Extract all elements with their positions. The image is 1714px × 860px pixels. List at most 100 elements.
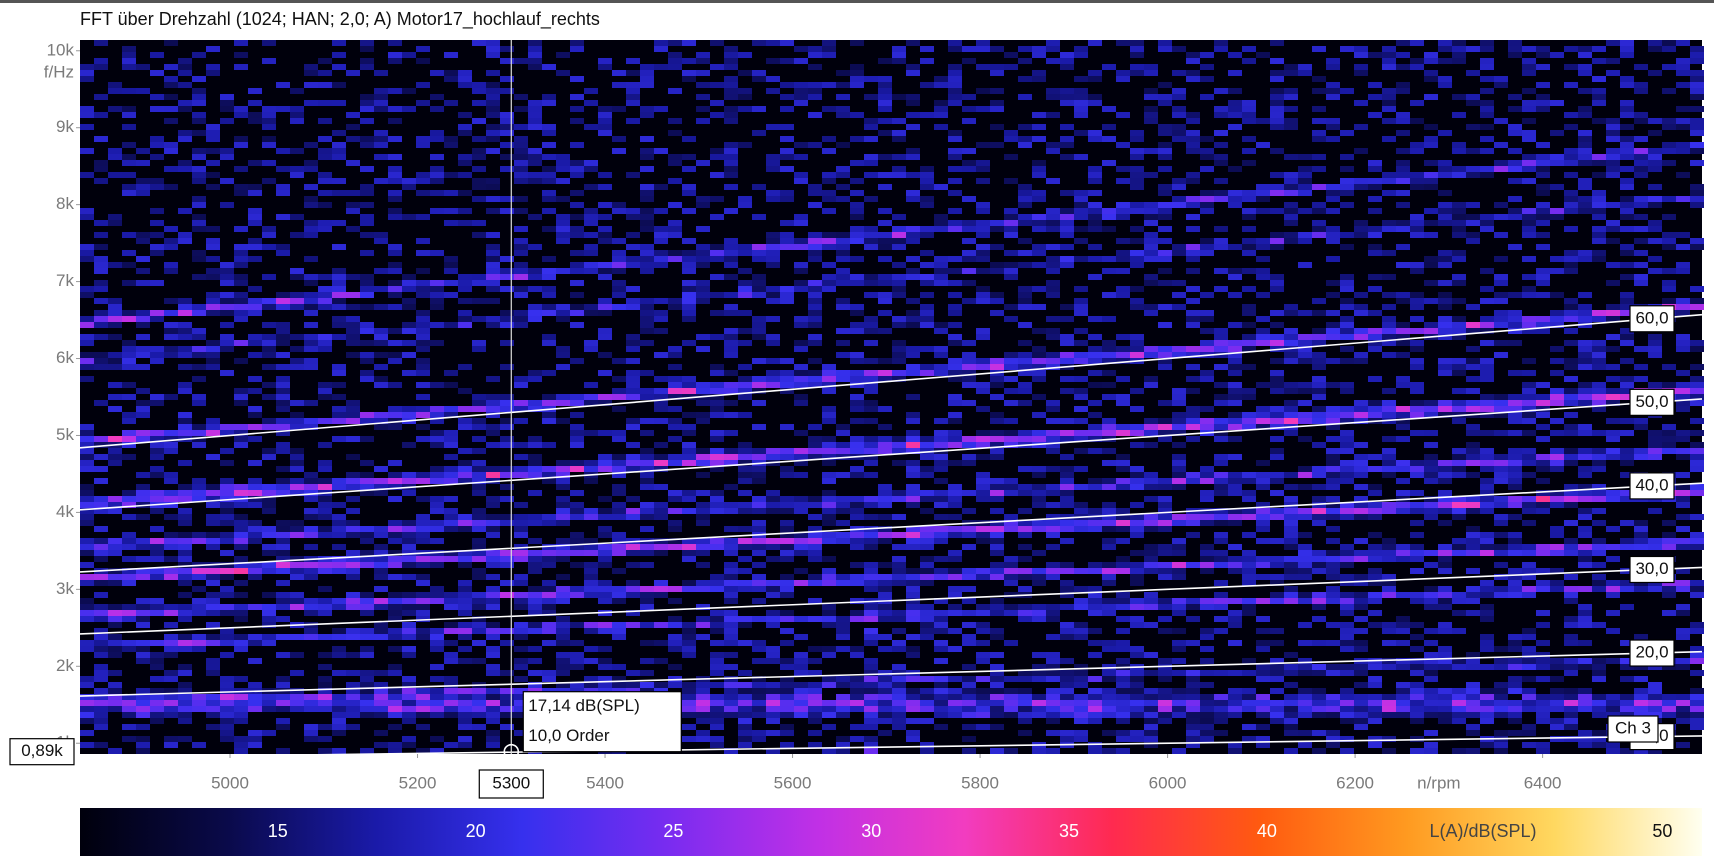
- spectrum-cell: [248, 286, 262, 292]
- spectrum-cell: [80, 544, 94, 550]
- spectrum-cell: [808, 502, 822, 508]
- spectrum-cell: [1130, 64, 1144, 70]
- spectrum-cell: [1088, 610, 1102, 616]
- spectrum-cell: [388, 268, 402, 274]
- spectrum-cell: [766, 250, 780, 256]
- spectrum-cell: [192, 604, 206, 610]
- spectrum-cell: [458, 712, 472, 718]
- spectrum-cell: [822, 136, 836, 142]
- spectrum-cell: [178, 670, 192, 676]
- spectrum-cell: [934, 274, 948, 280]
- spectrum-cell: [556, 214, 570, 220]
- spectrum-cell: [108, 454, 122, 460]
- spectrum-cell: [444, 256, 458, 262]
- spectrum-cell: [570, 460, 584, 466]
- spectrum-cell: [262, 298, 276, 304]
- spectrum-cell: [724, 244, 738, 250]
- spectrum-cell: [724, 568, 738, 574]
- spectrum-cell: [570, 424, 584, 430]
- spectrum-cell: [626, 394, 640, 400]
- spectrum-cell: [1228, 568, 1242, 574]
- spectrum-cell: [598, 550, 612, 556]
- spectrum-cell: [640, 682, 654, 688]
- spectrum-cell: [906, 490, 920, 496]
- spectrum-cell: [1172, 712, 1186, 718]
- spectrum-cell: [696, 622, 710, 628]
- spectrum-cell: [1298, 358, 1312, 364]
- spectrum-cell: [570, 40, 584, 46]
- spectrum-cell: [122, 106, 136, 112]
- spectrum-cell: [1200, 718, 1214, 724]
- spectrum-cell: [1088, 484, 1102, 490]
- spectrum-cell: [892, 610, 906, 616]
- spectrum-cell: [108, 634, 122, 640]
- spectrum-cell: [178, 130, 192, 136]
- spectrum-cell: [1018, 352, 1032, 358]
- spectrum-cell: [780, 82, 794, 88]
- spectrum-cell: [1158, 268, 1172, 274]
- spectrum-cell: [1116, 658, 1130, 664]
- spectrum-cell: [276, 448, 290, 454]
- spectrum-cell: [80, 124, 94, 130]
- spectrum-cell: [1088, 598, 1102, 604]
- spectrum-cell: [556, 478, 570, 484]
- spectrum-cell: [934, 496, 948, 502]
- spectrum-cell: [500, 322, 514, 328]
- spectrum-cell: [1144, 238, 1158, 244]
- spectrum-cell: [808, 682, 822, 688]
- spectrum-cell: [220, 700, 234, 706]
- spectrum-cell: [1228, 412, 1242, 418]
- spectrum-cell: [1172, 250, 1186, 256]
- spectrum-cell: [542, 562, 556, 568]
- spectrum-cell: [878, 58, 892, 64]
- spectrum-cell: [402, 106, 416, 112]
- spectrum-cell: [164, 646, 178, 652]
- spectrum-cell: [276, 340, 290, 346]
- spectrum-cell: [766, 76, 780, 82]
- spectrum-cell: [1144, 568, 1158, 574]
- spectrum-cell: [906, 412, 920, 418]
- spectrum-cell: [990, 394, 1004, 400]
- spectrum-cell: [192, 166, 206, 172]
- spectrum-cell: [472, 706, 486, 712]
- spectrum-cell: [626, 88, 640, 94]
- spectrum-cell: [528, 58, 542, 64]
- spectrum-cell: [262, 616, 276, 622]
- spectrum-cell: [1060, 88, 1074, 94]
- spectrum-cell: [892, 556, 906, 562]
- spectrum-cell: [1074, 466, 1088, 472]
- spectrum-cell: [822, 52, 836, 58]
- spectrum-cell: [626, 460, 640, 466]
- spectrum-cell: [472, 148, 486, 154]
- spectrum-cell: [150, 496, 164, 502]
- spectrum-cell: [934, 478, 948, 484]
- spectrum-cell: [444, 514, 458, 520]
- spectrum-cell: [584, 268, 598, 274]
- spectrum-cell: [332, 718, 346, 724]
- spectrum-cell: [668, 154, 682, 160]
- spectrum-cell: [612, 250, 626, 256]
- spectrum-cell: [584, 262, 598, 268]
- spectrum-cell: [1256, 196, 1270, 202]
- spectrum-cell: [1074, 484, 1088, 490]
- spectrum-cell: [892, 580, 906, 586]
- spectrum-cell: [150, 508, 164, 514]
- spectrum-cell: [738, 94, 752, 100]
- spectrum-cell: [1172, 748, 1186, 754]
- spectrum-cell: [556, 628, 570, 634]
- spectrum-cell: [878, 694, 892, 700]
- spectrum-cell: [122, 52, 136, 58]
- spectrum-cell: [1284, 94, 1298, 100]
- spectrum-cell: [318, 478, 332, 484]
- spectrum-cell: [304, 274, 318, 280]
- spectrum-cell: [416, 292, 430, 298]
- spectrum-cell: [108, 622, 122, 628]
- spectrum-cell: [416, 580, 430, 586]
- spectrum-cell: [1018, 706, 1032, 712]
- spectrum-cell: [178, 232, 192, 238]
- spectrum-cell: [80, 244, 94, 250]
- spectrum-cell: [1018, 286, 1032, 292]
- spectrum-cell: [640, 220, 654, 226]
- spectrum-cell: [612, 268, 626, 274]
- spectrum-cell: [136, 514, 150, 520]
